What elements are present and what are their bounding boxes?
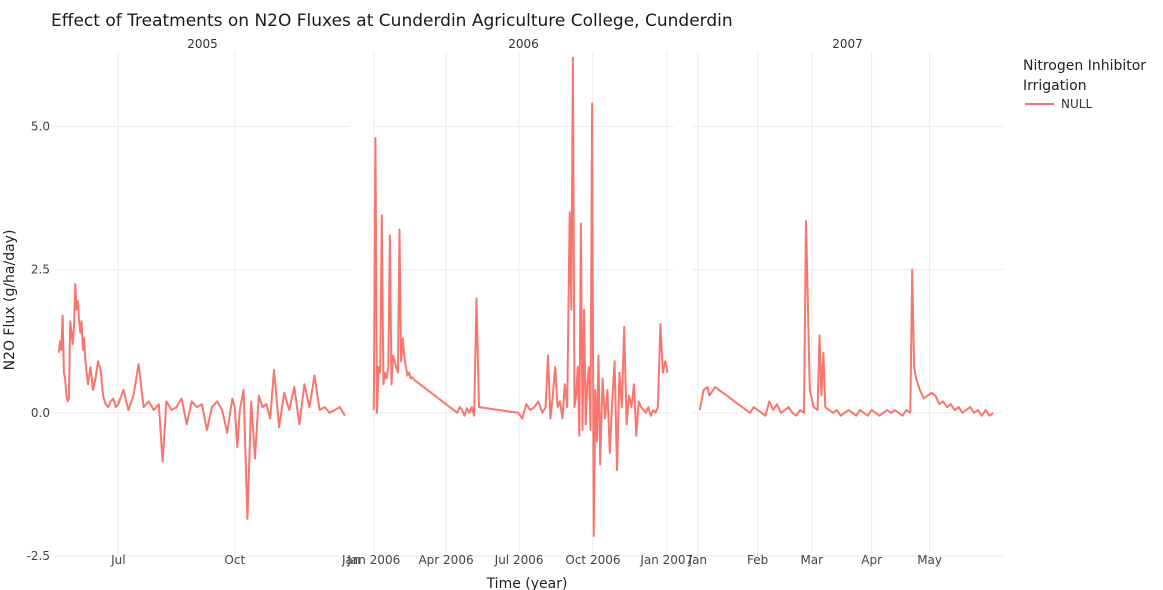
y-tick-label: 0.0 [31, 406, 50, 420]
legend-title: Nitrogen Inhibitor [1023, 58, 1146, 74]
facet-panels: Jul Oct Jan 2005 Jan 2006 Apr 2006 Jul 2006 Oct… [55, 37, 1003, 567]
y-axis: -2.5 0.0 2.5 5.0 [27, 119, 50, 563]
x-tick-label: Apr [861, 553, 882, 567]
x-tick-label: Feb [747, 553, 768, 567]
y-axis-title: N2O Flux (g/ha/day) [2, 230, 18, 371]
facet-label: 2006 [508, 37, 539, 51]
legend-label: NULL [1061, 97, 1092, 111]
x-tick-label: Jan [688, 553, 708, 567]
x-axis-title: Time (year) [486, 576, 568, 590]
panel-2005: Jul Oct Jan 2005 [55, 37, 361, 567]
facet-label: 2005 [187, 37, 218, 51]
series-line-null [372, 56, 669, 537]
panel-2007: Jan Feb Mar Apr May 2007 [688, 37, 1003, 567]
x-tick-label: Jan 2007 [639, 553, 693, 567]
legend: Nitrogen Inhibitor Irrigation NULL [1023, 58, 1146, 111]
y-tick-label: 2.5 [31, 263, 50, 277]
y-tick-label: -2.5 [27, 549, 50, 563]
x-tick-label: Mar [800, 553, 823, 567]
x-tick-label: May [917, 553, 942, 567]
chart-title: Effect of Treatments on N2O Fluxes at Cu… [51, 11, 733, 31]
x-tick-label: Apr 2006 [418, 553, 473, 567]
legend-title: Irrigation [1023, 78, 1087, 94]
series-line-null [698, 220, 994, 417]
y-tick-label: 5.0 [31, 119, 50, 133]
series-line-null [57, 283, 346, 520]
x-tick-label: Jan [341, 553, 361, 567]
x-tick-label: Oct [224, 553, 245, 567]
x-tick-label: Jul 2006 [494, 553, 544, 567]
x-tick-label: Jul [110, 553, 125, 567]
x-tick-label: Jan 2006 [346, 553, 400, 567]
facet-label: 2007 [832, 37, 863, 51]
x-tick-label: Oct 2006 [565, 553, 620, 567]
panel-2006: Jan 2006 Apr 2006 Jul 2006 Oct 2006 Jan 2007… [346, 37, 693, 567]
